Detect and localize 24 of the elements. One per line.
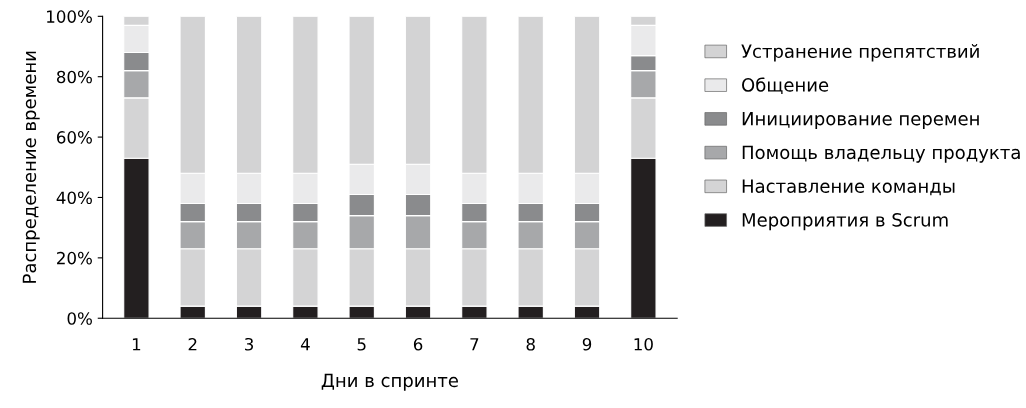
y-axis-title: Распределение времени [22, 51, 40, 283]
y-tick-label: 100% [47, 10, 92, 23]
legend-label: Устранение препятствий [741, 44, 979, 62]
x-tick-label: 3 [245, 337, 254, 351]
x-tick-label: 8 [526, 337, 535, 351]
x-tick-label: 9 [582, 337, 592, 351]
legend-label: Инициирование перемен [742, 112, 979, 129]
x-axis-title: Дни в спринте [321, 373, 458, 391]
x-tick-label: 1 [132, 338, 141, 351]
x-tick-label: 2 [188, 337, 197, 351]
y-tick-label: 0% [67, 312, 92, 325]
y-tick-label: 80% [56, 70, 92, 84]
legend-label: Общение [742, 77, 829, 94]
y-tick-label: 40% [56, 191, 92, 205]
legend-label: Наставление команды [742, 179, 955, 196]
x-tick-label: 4 [300, 338, 310, 351]
x-tick-label: 5 [357, 338, 366, 351]
legend-label: Мероприятия в Scrum [742, 212, 948, 231]
x-tick-label: 10 [634, 337, 653, 351]
x-tick-label: 7 [470, 338, 479, 351]
x-tick-label: 6 [413, 337, 423, 351]
y-tick-label: 60% [57, 131, 92, 144]
legend-label: Помощь владельцу продукта [742, 145, 1020, 163]
y-tick-label: 20% [57, 251, 92, 265]
